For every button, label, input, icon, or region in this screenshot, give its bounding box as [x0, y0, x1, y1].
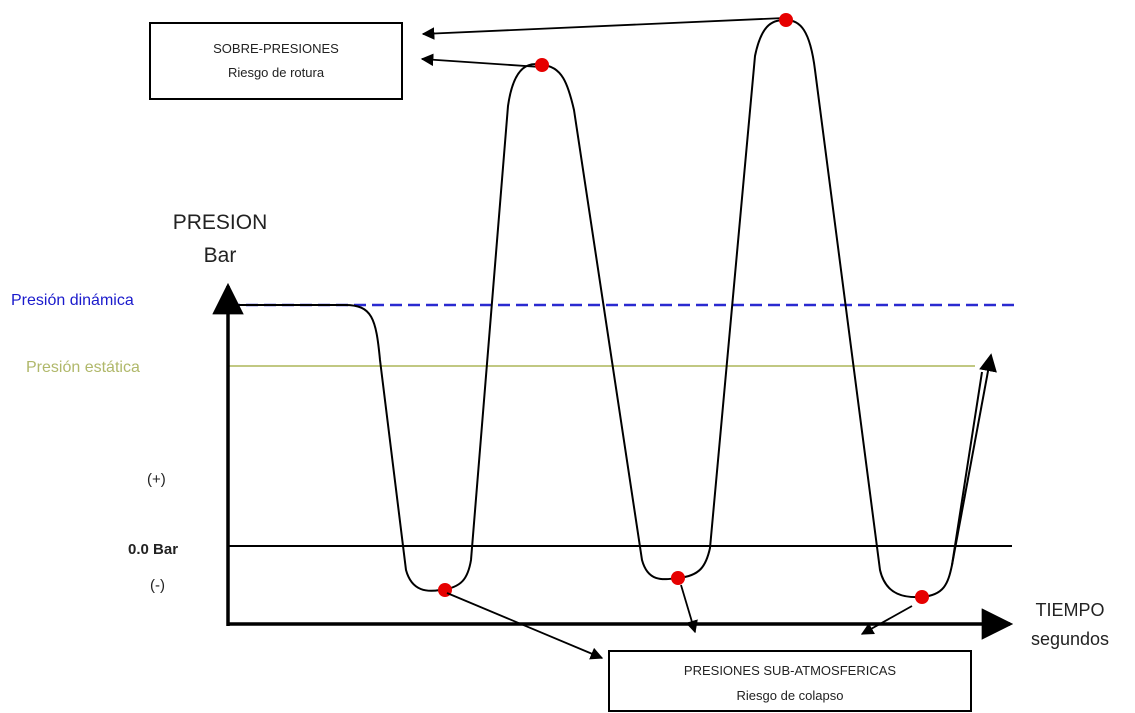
- peak-marker: [779, 13, 793, 27]
- y-axis-title-line2: Bar: [204, 244, 237, 267]
- dynamic-pressure-label: Presión dinámica: [11, 292, 134, 309]
- overpressure-subtitle: Riesgo de rotura: [228, 65, 325, 80]
- subatmospheric-subtitle: Riesgo de colapso: [737, 688, 844, 703]
- peak-marker: [535, 58, 549, 72]
- arrow-icon: [446, 592, 604, 660]
- subatmospheric-box: [608, 650, 972, 712]
- minus-sign-label: (-): [150, 577, 165, 594]
- arrow-icon: [420, 53, 541, 68]
- zero-bar-label: 0.0 Bar: [128, 541, 178, 558]
- pressure-curve: [228, 18, 983, 599]
- trough-marker: [671, 571, 685, 585]
- overpressure-title: SOBRE-PRESIONES: [213, 41, 339, 56]
- x-axis-title-line1: TIEMPO: [1035, 600, 1104, 620]
- subatmospheric-title: PRESIONES SUB-ATMOSFERICAS: [684, 663, 896, 678]
- x-axis-title-line2: segundos: [1031, 629, 1109, 649]
- plus-sign-label: (+): [147, 471, 166, 488]
- arrow-icon: [860, 605, 913, 635]
- trough-marker: [915, 590, 929, 604]
- static-pressure-label: Presión estática: [26, 359, 140, 376]
- arrow-icon: [421, 17, 785, 40]
- arrow-icon: [680, 584, 698, 634]
- y-axis-title-line1: PRESION: [173, 211, 268, 234]
- overpressure-box: [149, 22, 403, 100]
- curve-end-arrow-icon: [951, 353, 997, 566]
